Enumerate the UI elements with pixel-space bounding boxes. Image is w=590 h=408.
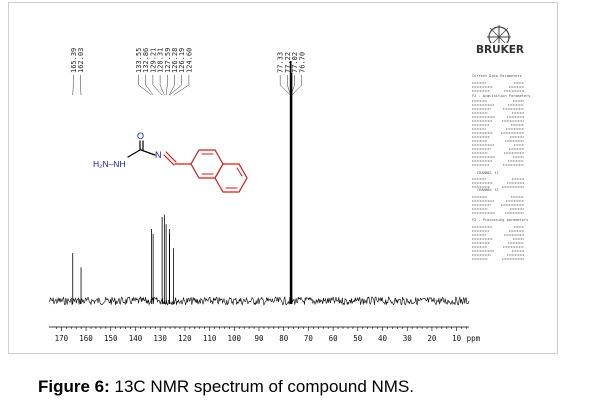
params-section-acq: F2 - Acquisition Parameters xyxy=(472,94,530,98)
peak-label: 132.86 xyxy=(142,48,150,73)
peak-label-leader xyxy=(169,75,175,96)
peak-label-leader xyxy=(72,75,74,96)
x-tick-label: 50 xyxy=(353,334,363,343)
peak-label: 126.19 xyxy=(178,48,186,73)
x-axis-unit: ppm xyxy=(467,334,481,343)
atom-oxygen: O xyxy=(137,131,144,141)
caption-text: 13C NMR spectrum of compound NMS. xyxy=(109,377,415,396)
params-section-ch1: CHANNEL f1 xyxy=(477,171,499,175)
figure-caption: Figure 6: 13C NMR spectrum of compound N… xyxy=(38,377,414,397)
nmr-spectrum: BRUKER Current Data Parameters F2 - Acqu… xyxy=(48,25,530,343)
peak-label-leader xyxy=(287,75,291,96)
atom-nitrogen: N xyxy=(155,150,162,160)
params-section-ch2: CHANNEL f2 xyxy=(477,188,499,192)
peak-label: 128.31 xyxy=(157,48,165,73)
chemical-structure: O N H₂N–NH xyxy=(93,131,248,193)
x-tick-label: 80 xyxy=(279,334,289,343)
x-tick-label: 150 xyxy=(104,334,118,343)
acquisition-parameters: Current Data Parameters F2 - Acquisition… xyxy=(472,74,530,260)
peak-label: 77.33 xyxy=(277,52,285,73)
x-tick-label: 60 xyxy=(329,334,339,343)
peak-label-leader xyxy=(80,75,82,96)
x-tick-label: 130 xyxy=(153,334,167,343)
peak-label: 126.28 xyxy=(171,48,179,73)
x-tick-label: 30 xyxy=(403,334,413,343)
x-tick-label: 40 xyxy=(378,334,388,343)
peak-label-leader xyxy=(173,75,190,96)
peak-label-leader xyxy=(159,75,165,96)
x-tick-label: 70 xyxy=(304,334,314,343)
x-tick-label: 120 xyxy=(178,334,192,343)
baseline-noise xyxy=(48,296,470,306)
x-tick-label: 160 xyxy=(79,334,93,343)
x-tick-label: 20 xyxy=(427,334,437,343)
peak-label-leader xyxy=(165,75,168,96)
peak-label: 129.21 xyxy=(149,48,157,73)
x-axis: 170 160 150 140 130 120 110 100 90 80 70 60 50 40 30 20… xyxy=(49,326,481,343)
peak-labels: 165.39 162.03 133.55 132.86 129.21 128.31 127.… xyxy=(70,48,306,96)
bruker-logo: BRUKER xyxy=(472,25,528,56)
peak-label: 76.70 xyxy=(298,52,306,73)
x-tick-label: 90 xyxy=(254,334,264,343)
peak-label-leader xyxy=(291,75,303,96)
x-tick-label: 170 xyxy=(55,334,69,343)
peak-label-leader xyxy=(138,75,152,96)
peak-label-leader xyxy=(169,75,182,96)
x-tick-label: 10 xyxy=(452,334,462,343)
peak-label: 77.22 xyxy=(284,52,292,73)
peak-label: 77.02 xyxy=(291,52,299,73)
peak-label: 133.55 xyxy=(135,48,143,73)
atom-h2n-nh: H₂N–NH xyxy=(93,159,126,169)
peak-label: 165.39 xyxy=(70,48,78,73)
x-tick-label: 100 xyxy=(228,334,242,343)
peak-label-leader xyxy=(145,75,154,96)
params-title: Current Data Parameters xyxy=(472,74,522,78)
bruker-logo-text: BRUKER xyxy=(476,44,524,56)
x-tick-label: 110 xyxy=(203,334,217,343)
params-section-proc: F2 - Processing parameters xyxy=(472,218,528,222)
peak-label-leader xyxy=(152,75,163,96)
figure-frame: BRUKER Current Data Parameters F2 - Acqu… xyxy=(8,2,558,354)
peak-label-leader xyxy=(279,75,291,96)
peak-label: 162.03 xyxy=(77,48,85,73)
x-tick-label: 140 xyxy=(129,334,143,343)
peak-label: 124.60 xyxy=(185,48,193,73)
caption-label: Figure 6: xyxy=(38,377,110,396)
spectrum-plot xyxy=(48,61,470,306)
peak-label: 127.59 xyxy=(164,48,172,73)
